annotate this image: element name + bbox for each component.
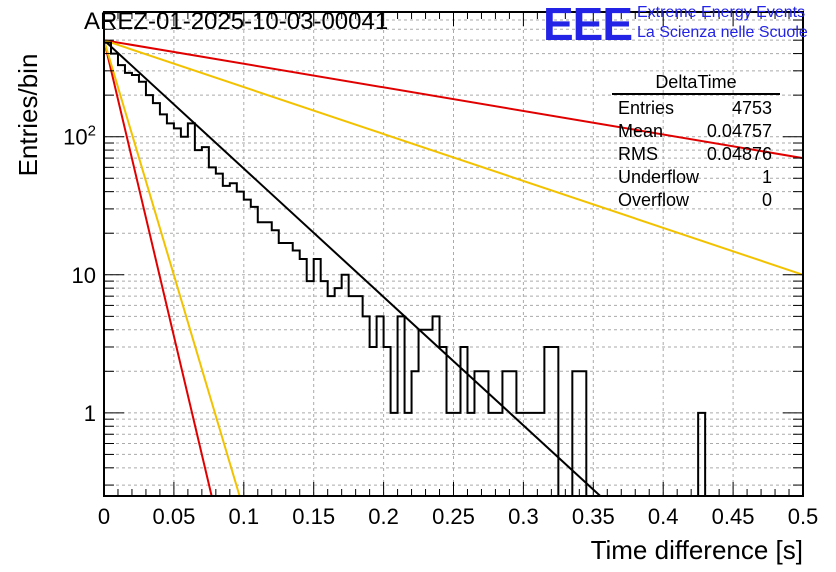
x-tick-label: 0.3 — [508, 504, 539, 529]
curve-orange-shallow — [103, 39, 804, 276]
stats-value: 0.04757 — [706, 121, 772, 141]
stats-value: 0.04876 — [706, 144, 772, 164]
y-axis-title: Entries/bin — [13, 53, 43, 177]
stats-row: Entries 4753 — [612, 97, 780, 120]
stats-label: Overflow — [618, 190, 690, 210]
curve-orange-steep — [103, 39, 241, 497]
stats-box: DeltaTime Entries 4753 Mean 0.04757 RMS 0.0… — [612, 72, 780, 212]
stats-label: Mean — [618, 121, 664, 141]
x-tick-label: 0 — [98, 504, 110, 529]
x-axis-title: Time difference [s] — [590, 535, 803, 565]
stats-value: 0 — [761, 190, 772, 210]
stats-row: Underflow 1 — [612, 166, 780, 189]
stats-label: RMS — [618, 144, 658, 164]
stats-label: Entries — [618, 98, 675, 118]
x-tick-label: 0.45 — [712, 504, 755, 529]
chart-title: AREZ-01-2025-10-03-00041 — [84, 8, 389, 35]
x-tick-label: 0.5 — [788, 504, 819, 529]
curve-fit — [103, 39, 601, 497]
x-tick-label: 0.25 — [432, 504, 475, 529]
y-tick-label: 10 — [72, 263, 96, 288]
eee-logo-text: Extreme Energy Events La Scienza nelle S… — [637, 3, 808, 43]
axis-ticks: 0 0.05 0.1 0.15 0.2 0.25 0.3 0.35 0.4 0.45 0.51101… — [63, 12, 818, 529]
logo-line-2: La Scienza nelle Scuole — [637, 24, 808, 41]
stats-row: RMS 0.04876 — [612, 143, 780, 166]
y-tick-label: 1 — [84, 401, 96, 426]
stats-row: Mean 0.04757 — [612, 120, 780, 143]
stats-label: Underflow — [618, 167, 700, 187]
fit-curves — [103, 39, 804, 497]
curve-red-shallow — [103, 39, 804, 160]
x-tick-label: 0.35 — [572, 504, 615, 529]
stats-value: 4753 — [731, 98, 772, 118]
logo-line-1: Extreme Energy Events — [637, 4, 806, 21]
curve-red-steep — [103, 39, 213, 497]
x-tick-label: 0.1 — [229, 504, 260, 529]
x-tick-label: 0.4 — [648, 504, 679, 529]
stats-row: Overflow 0 — [612, 189, 780, 212]
stats-value: 1 — [761, 167, 772, 187]
y-tick-label: 102 — [63, 123, 96, 150]
x-tick-label: 0.05 — [152, 504, 195, 529]
x-tick-label: 0.15 — [292, 504, 335, 529]
grid-lines — [104, 12, 803, 496]
x-tick-label: 0.2 — [368, 504, 399, 529]
eee-logo: EEE — [543, 0, 633, 50]
stats-title: DeltaTime — [612, 72, 780, 95]
